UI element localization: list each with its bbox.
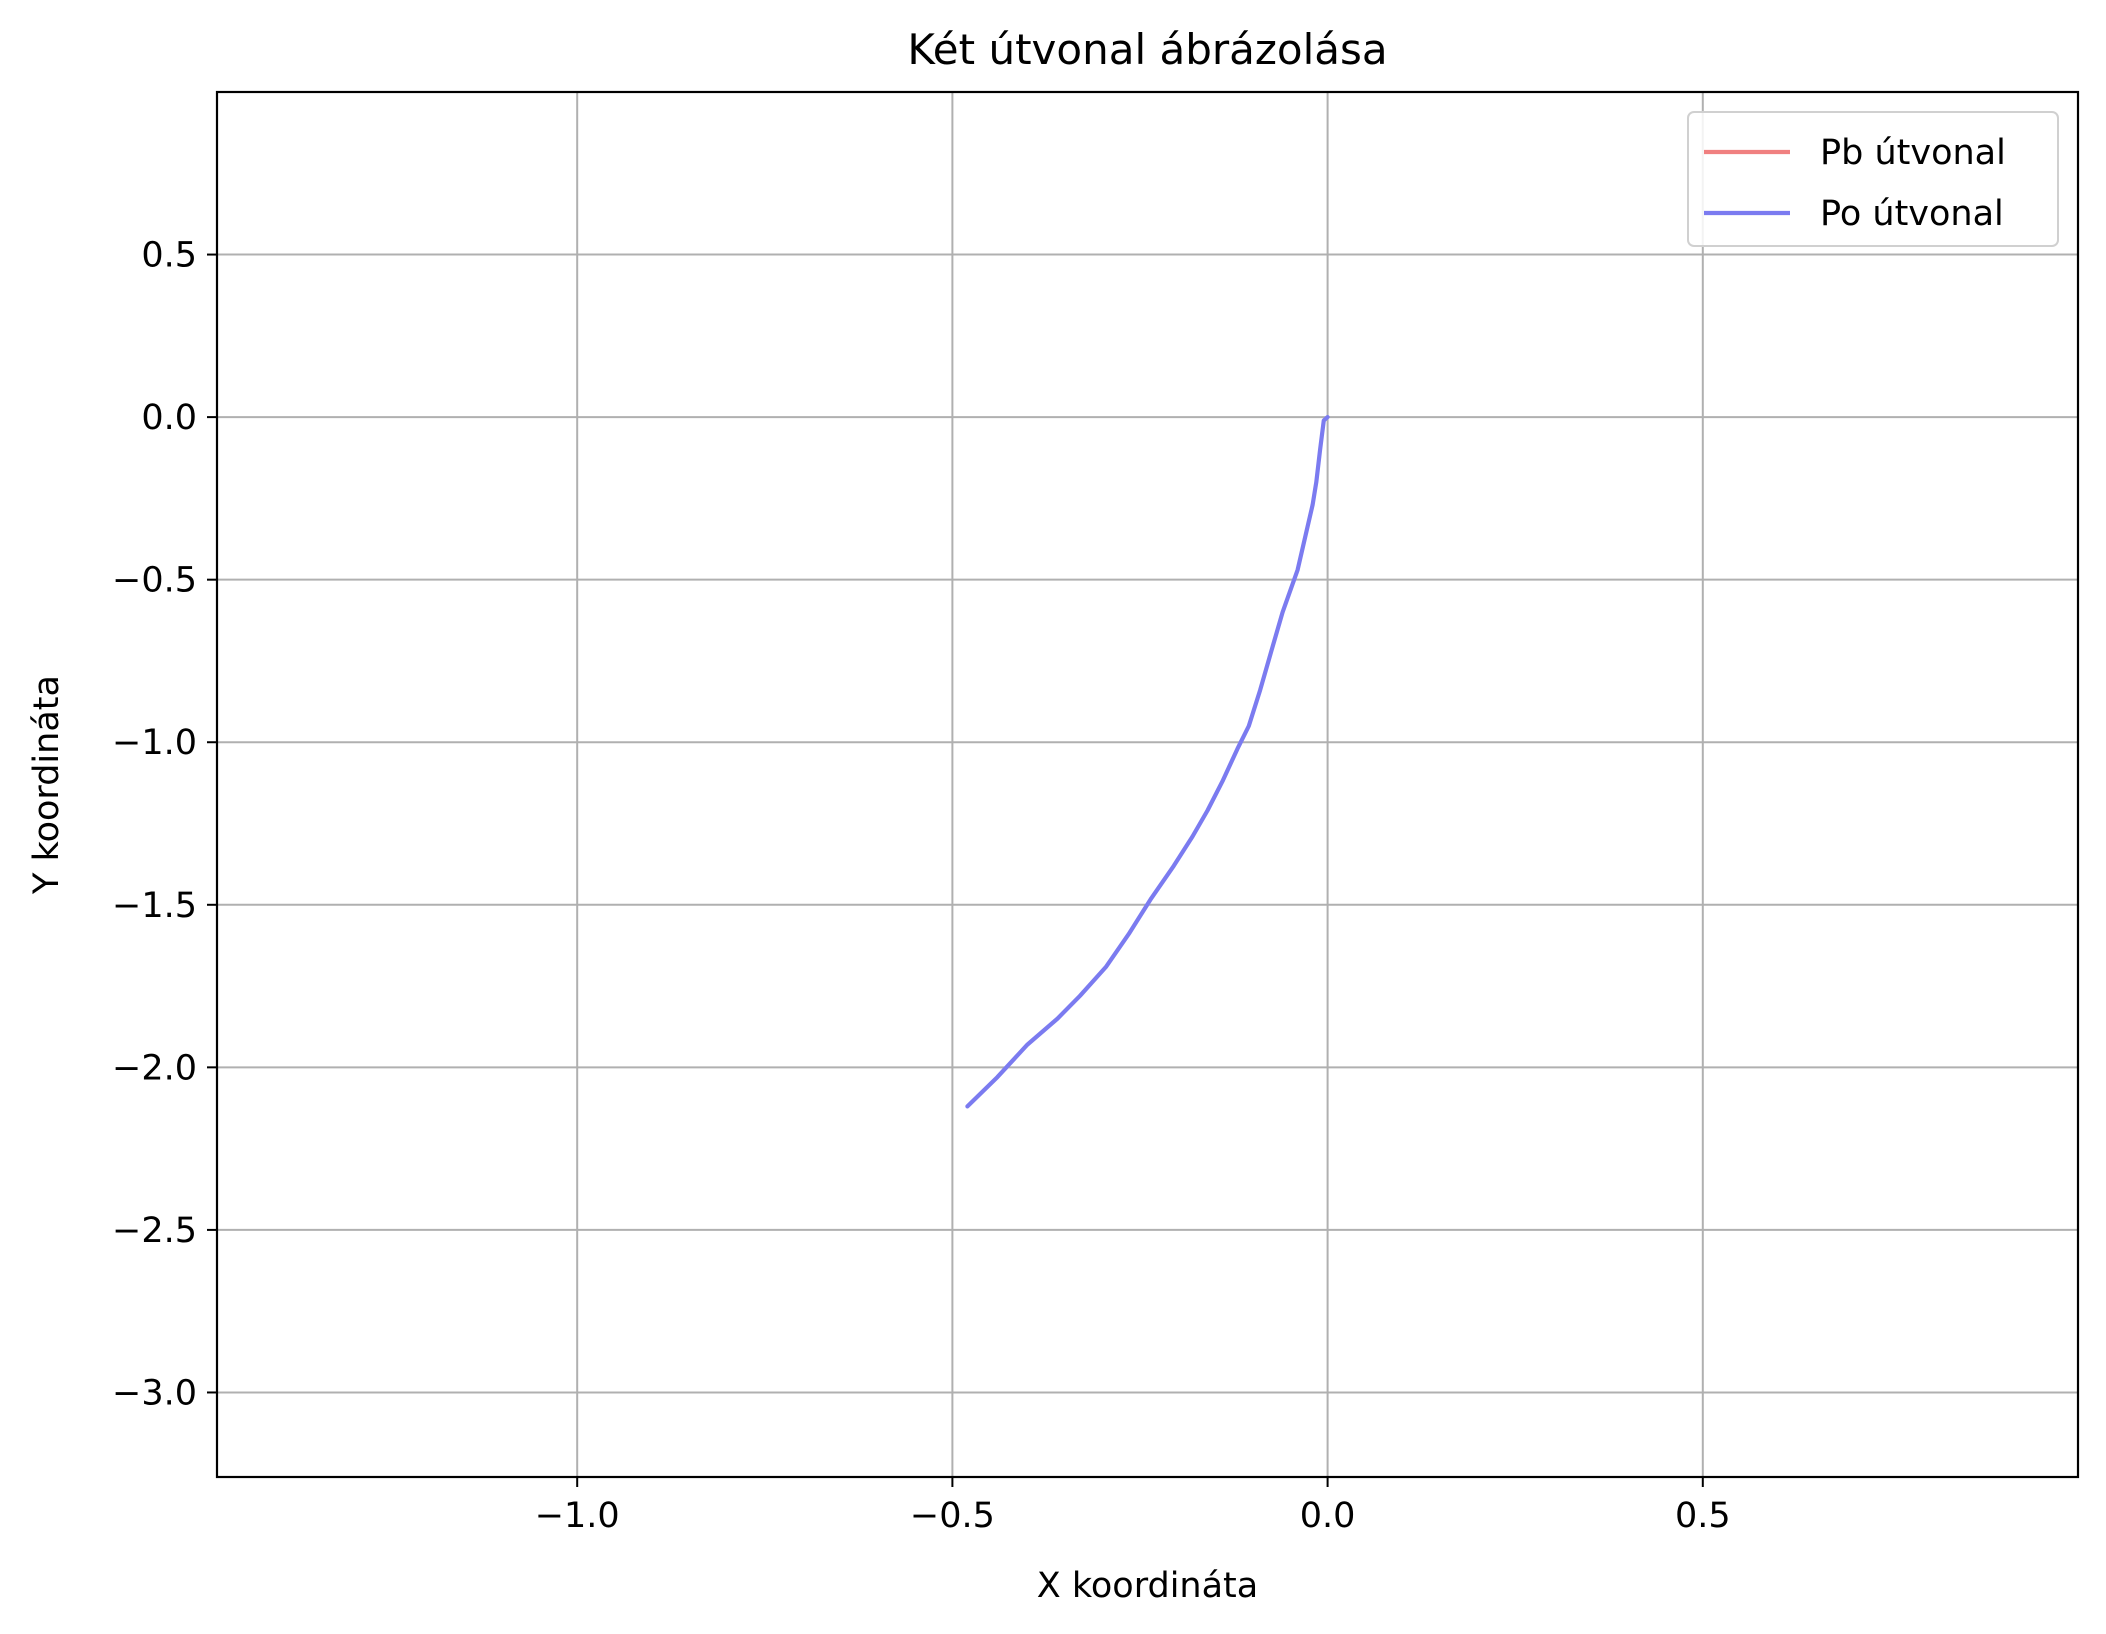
y-axis-label: Y koordináta xyxy=(27,675,67,895)
ticks-layer: −1.0 −0.5 0.0 0.5 0.5 0.0 −0.5 −1.0 −1.5 −2.0 −2.5… xyxy=(112,236,1731,1536)
y-tick-label: −3.0 xyxy=(112,1373,197,1413)
y-tick-label: −1.5 xyxy=(112,886,197,926)
y-tick-label: −2.5 xyxy=(112,1211,197,1251)
x-axis-label: X koordináta xyxy=(1037,1566,1258,1606)
y-tick-label: −0.5 xyxy=(112,561,197,601)
y-tick-label: −1.0 xyxy=(112,723,197,763)
chart-title: Két útvonal ábrázolása xyxy=(907,25,1387,74)
y-tick-label: −2.0 xyxy=(112,1048,197,1088)
legend-label-2: Po útvonal xyxy=(1820,194,2004,234)
y-tick-label: 0.5 xyxy=(141,236,197,276)
y-tick-label: 0.0 xyxy=(141,398,197,438)
legend-label-1: Pb útvonal xyxy=(1820,133,2006,173)
series-layer xyxy=(965,415,1330,1109)
x-tick-label: −0.5 xyxy=(910,1496,995,1536)
grid-layer xyxy=(217,92,2078,1477)
series-line-2 xyxy=(965,415,1330,1109)
x-tick-label: 0.0 xyxy=(1300,1496,1356,1536)
x-tick-label: −1.0 xyxy=(535,1496,620,1536)
x-tick-label: 0.5 xyxy=(1675,1496,1731,1536)
legend: Pb útvonal Po útvonal xyxy=(1687,111,2059,247)
plot-frame xyxy=(215,90,2080,1479)
